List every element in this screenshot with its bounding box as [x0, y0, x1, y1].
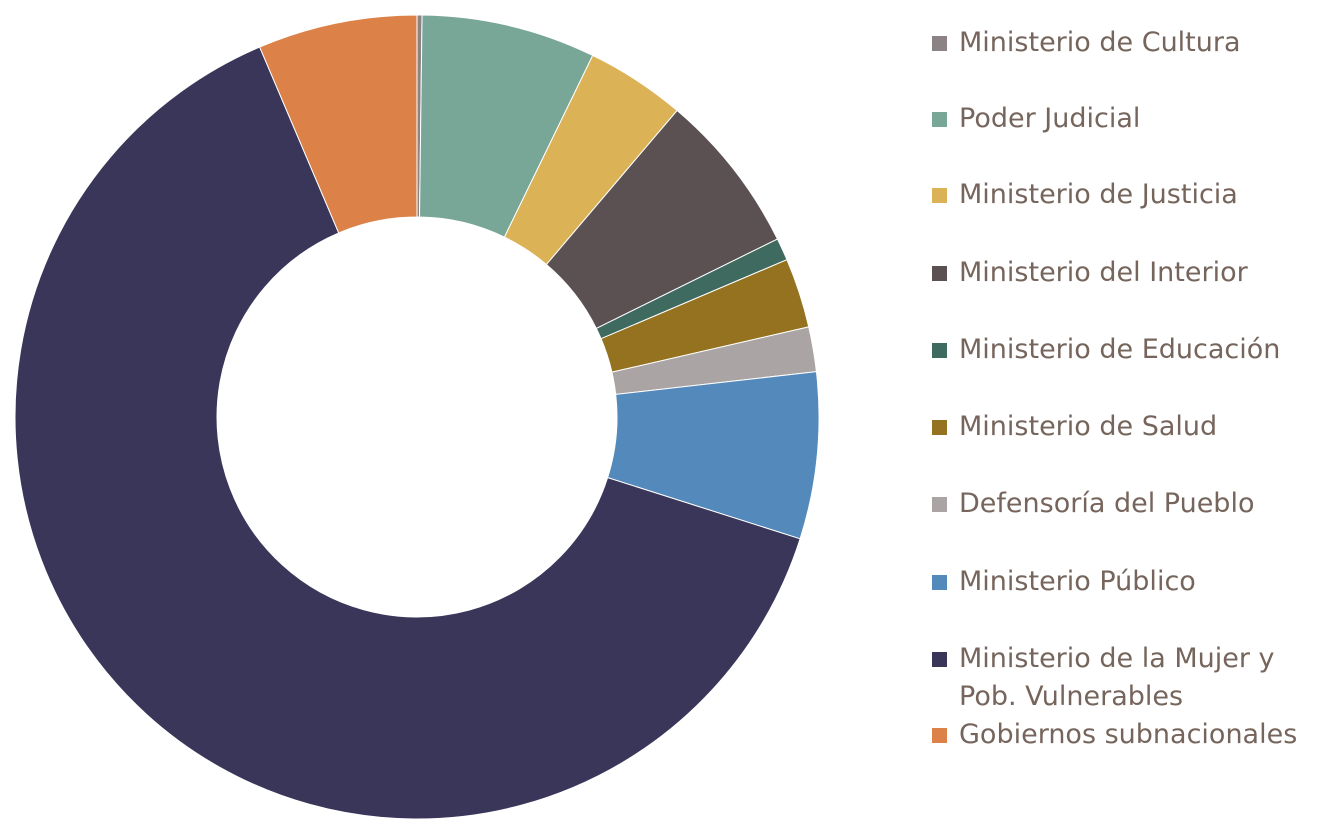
- legend-swatch-educacion: [932, 343, 947, 358]
- legend-swatch-ministerio-publico: [932, 575, 947, 590]
- legend-label-cultura: Ministerio de Cultura: [959, 27, 1241, 58]
- legend-swatch-justicia: [932, 188, 947, 203]
- legend-label-salud: Ministerio de Salud: [959, 411, 1218, 442]
- legend-swatch-defensoria: [932, 497, 947, 512]
- legend-label-ministerio-publico: Ministerio Público: [959, 566, 1196, 597]
- legend-label-educacion: Ministerio de Educación: [959, 334, 1281, 365]
- legend-swatch-salud: [932, 420, 947, 435]
- legend-item-poder-judicial: Poder Judicial: [932, 100, 1319, 138]
- legend-swatch-mujer: [932, 652, 947, 667]
- legend-label-interior: Ministerio del Interior: [959, 257, 1248, 288]
- legend-label-justicia: Ministerio de Justicia: [959, 179, 1238, 210]
- legend-item-cultura: Ministerio de Cultura: [932, 24, 1319, 62]
- legend-item-mujer: Ministerio de la Mujer y Pob. Vulnerable…: [932, 640, 1319, 716]
- legend-label-gobiernos: Gobiernos subnacionales: [959, 719, 1298, 750]
- legend-item-gobiernos: Gobiernos subnacionales: [932, 716, 1319, 754]
- legend-swatch-gobiernos: [932, 728, 947, 743]
- legend-swatch-cultura: [932, 36, 947, 51]
- donut-slice-9: [259, 14, 418, 234]
- legend-item-defensoria: Defensoría del Pueblo: [932, 485, 1319, 523]
- legend-item-justicia: Ministerio de Justicia: [932, 176, 1319, 214]
- legend-item-educacion: Ministerio de Educación: [932, 331, 1319, 369]
- legend-label-defensoria: Defensoría del Pueblo: [959, 488, 1255, 519]
- legend-swatch-interior: [932, 266, 947, 281]
- legend-label-mujer: Ministerio de la Mujer y Pob. Vulnerable…: [959, 643, 1275, 712]
- legend-swatch-poder-judicial: [932, 112, 947, 127]
- donut-slice-8: [14, 46, 801, 819]
- legend-item-interior: Ministerio del Interior: [932, 254, 1319, 292]
- legend-item-salud: Ministerio de Salud: [932, 408, 1319, 446]
- legend-item-ministerio-publico: Ministerio Público: [932, 563, 1319, 601]
- legend-label-poder-judicial: Poder Judicial: [959, 103, 1141, 134]
